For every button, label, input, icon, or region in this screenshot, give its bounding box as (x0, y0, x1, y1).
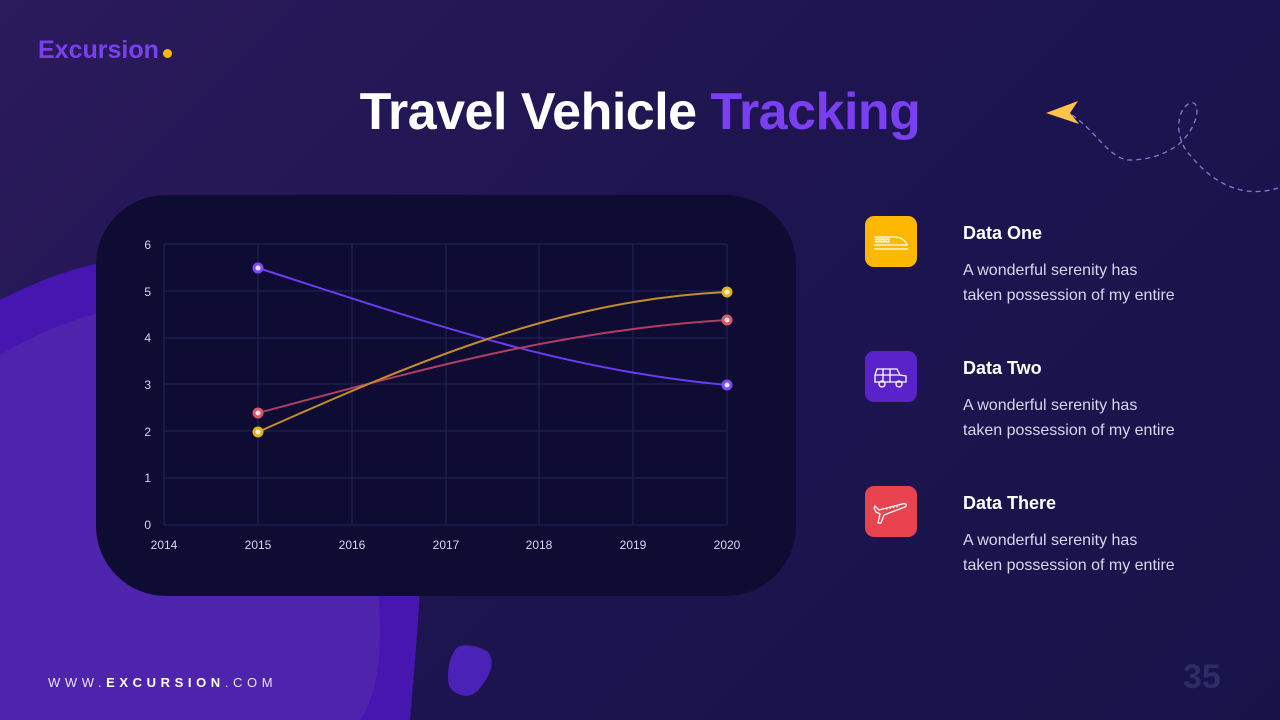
brand-dot (162, 49, 172, 58)
list-item-data-one: Data One A wonderful serenity has taken … (865, 216, 1225, 326)
list-item-data-two: Data Two A wonderful serenity has taken … (865, 351, 1225, 461)
airplane-icon (865, 486, 917, 537)
title-accent: Tracking (710, 83, 921, 141)
item-title: Data Two (963, 358, 1042, 378)
page-number: 35 (1183, 658, 1221, 696)
item-title: Data One (963, 223, 1043, 243)
list-item-data-there: Data There A wonderful serenity has take… (865, 486, 1225, 596)
blob-shape (448, 645, 492, 696)
title-main: Travel Vehicle (359, 83, 698, 141)
item-description: A wonderful serenity has taken possessio… (963, 532, 1175, 574)
train-icon (865, 216, 917, 267)
page-title: Travel Vehicle Tracking (0, 82, 1280, 142)
dashed-flight-path (1071, 102, 1279, 193)
paper-plane-icon (1046, 101, 1079, 124)
item-title: Data There (963, 493, 1057, 513)
item-description: A wonderful serenity has taken possessio… (963, 397, 1175, 439)
chart-card (96, 195, 796, 596)
brand-logo: Excursion (38, 36, 172, 65)
brand-name: Excursion (38, 36, 159, 64)
item-description: A wonderful serenity has taken possessio… (963, 262, 1175, 304)
website-url[interactable]: WWW.EXCURSION.COM (48, 675, 278, 690)
jeep-icon (865, 351, 917, 402)
